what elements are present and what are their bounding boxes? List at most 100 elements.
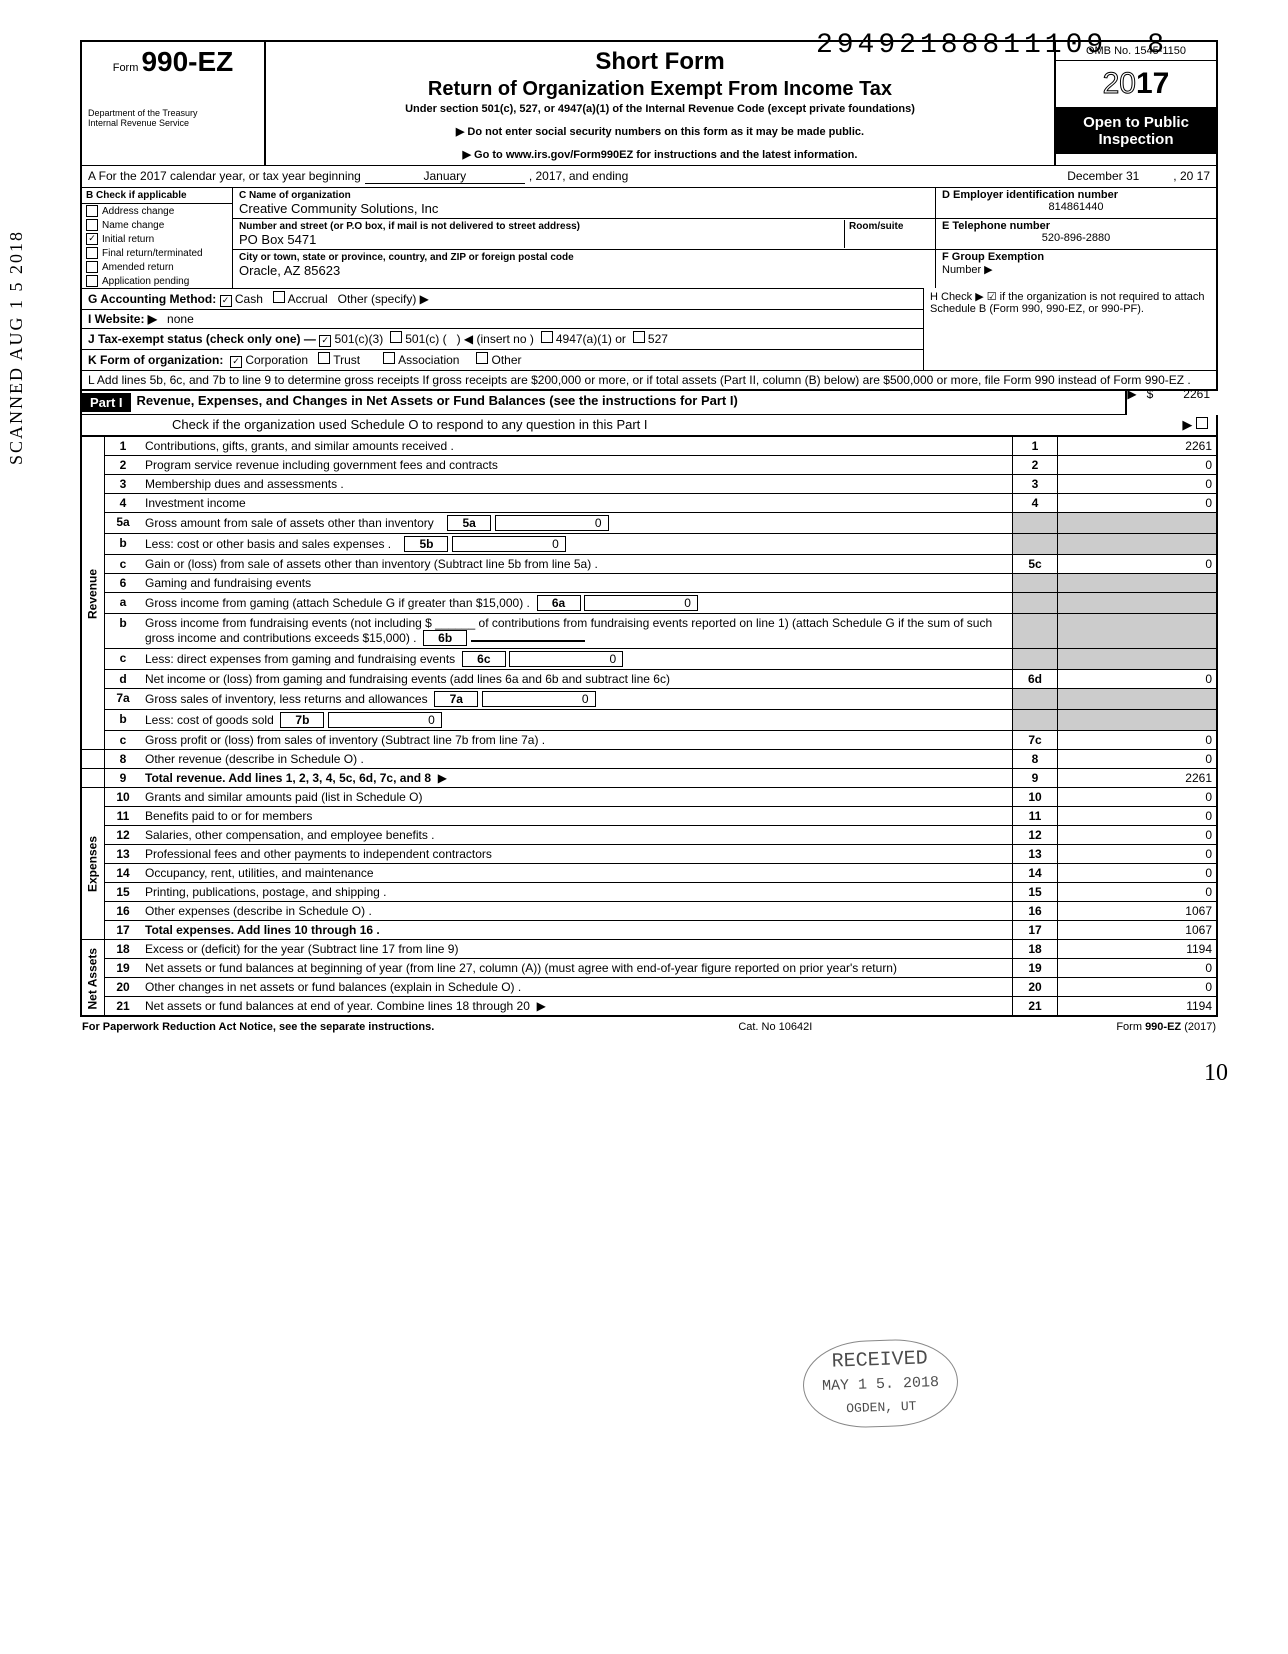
i-lbl: I Website: ▶: [88, 312, 157, 326]
ln13-val: 0: [1058, 845, 1218, 864]
ln16-val: 1067: [1058, 902, 1218, 921]
ln2-no: 2: [105, 456, 142, 475]
part1-label: Part I: [82, 393, 131, 412]
ln6b-gray1: [1013, 614, 1058, 649]
ln21-no: 21: [105, 997, 142, 1017]
ln1-val: 2261: [1058, 437, 1218, 456]
dln-main: 29492188811109: [816, 30, 1107, 61]
ln6a-no: a: [105, 593, 142, 614]
chk-trust[interactable]: [318, 352, 330, 364]
row-a-end-month: December 31: [1033, 169, 1173, 184]
ln7c-val: 0: [1058, 731, 1218, 750]
chk-name-change[interactable]: Name change: [82, 218, 232, 232]
ln4-box: 4: [1013, 494, 1058, 513]
c-addr-val: PO Box 5471: [239, 232, 316, 247]
ln5a-ival: 0: [495, 515, 609, 531]
ln5a-gray2: [1058, 513, 1218, 534]
ln18-val: 1194: [1058, 940, 1218, 959]
chk-corp[interactable]: ✓: [230, 356, 242, 368]
ln17-no: 17: [105, 921, 142, 940]
ln1-desc: Contributions, gifts, grants, and simila…: [141, 437, 1013, 456]
k-assoc: Association: [398, 353, 459, 367]
ln4-no: 4: [105, 494, 142, 513]
ln6d-box: 6d: [1013, 670, 1058, 689]
ln6-gray1: [1013, 574, 1058, 593]
k-trust: Trust: [333, 353, 360, 367]
c-name-lbl: C Name of organization: [239, 190, 351, 201]
chk-501c[interactable]: [390, 331, 402, 343]
b-item-2: Initial return: [102, 234, 154, 245]
ln6b-gray2: [1058, 614, 1218, 649]
ln8-desc: Other revenue (describe in Schedule O) .: [141, 750, 1013, 769]
ln7a-ibox: 7a: [434, 691, 478, 707]
ln7a-gray2: [1058, 689, 1218, 710]
b-item-3: Final return/terminated: [102, 248, 203, 259]
chk-initial-return[interactable]: ✓Initial return: [82, 232, 232, 246]
ln21-desc: Net assets or fund balances at end of ye…: [141, 997, 1013, 1017]
ln5a-text: Gross amount from sale of assets other t…: [145, 516, 434, 530]
ln6a-ibox: 6a: [537, 595, 581, 611]
ln10-box: 10: [1013, 788, 1058, 807]
ln6-gray2: [1058, 574, 1218, 593]
ln5b-ival: 0: [452, 536, 566, 552]
chk-application-pending[interactable]: Application pending: [82, 274, 232, 288]
side-netassets: Net Assets: [81, 940, 105, 1017]
ln9-box: 9: [1013, 769, 1058, 788]
row-a-end-year: , 20 17: [1173, 169, 1210, 184]
chk-assoc[interactable]: [383, 352, 395, 364]
ln4-val: 0: [1058, 494, 1218, 513]
stamp-ogden: OGDEN, UT: [846, 1399, 917, 1416]
g-other: Other (specify) ▶: [338, 292, 429, 306]
ln10-no: 10: [105, 788, 142, 807]
ln12-no: 12: [105, 826, 142, 845]
ln7c-desc: Gross profit or (loss) from sales of inv…: [141, 731, 1013, 750]
ln6a-gray2: [1058, 593, 1218, 614]
ln15-no: 15: [105, 883, 142, 902]
footer: For Paperwork Reduction Act Notice, see …: [80, 1017, 1218, 1037]
ln6c-gray1: [1013, 649, 1058, 670]
j-insert: ) ◀ (insert no ): [457, 332, 534, 346]
j-4947: 4947(a)(1) or: [556, 332, 626, 346]
tax-year: 2017: [1056, 61, 1216, 108]
chk-schedule-o[interactable]: [1196, 417, 1208, 429]
page-corner: 10: [1204, 1060, 1228, 1087]
g-lbl: G Accounting Method:: [88, 292, 216, 306]
chk-accrual[interactable]: [273, 291, 285, 303]
chk-4947[interactable]: [541, 331, 553, 343]
chk-amended-return[interactable]: Amended return: [82, 260, 232, 274]
ln17-val: 1067: [1058, 921, 1218, 940]
ln6a-ival: 0: [584, 595, 698, 611]
ln5c-box: 5c: [1013, 555, 1058, 574]
ln20-no: 20: [105, 978, 142, 997]
chk-527[interactable]: [633, 331, 645, 343]
j-501c: 501(c) (: [405, 332, 446, 346]
ln6b-no: b: [105, 614, 142, 649]
ln6a-text: Gross income from gaming (attach Schedul…: [145, 596, 530, 610]
ln6c-ival: 0: [509, 651, 623, 667]
chk-final-return[interactable]: Final return/terminated: [82, 246, 232, 260]
stamp-date: MAY 1 5. 2018: [822, 1374, 940, 1395]
chk-501c3[interactable]: ✓: [319, 335, 331, 347]
ln19-box: 19: [1013, 959, 1058, 978]
ln9-no: 9: [105, 769, 142, 788]
chk-cash[interactable]: ✓: [220, 295, 232, 307]
ln14-no: 14: [105, 864, 142, 883]
ln18-box: 18: [1013, 940, 1058, 959]
chk-other[interactable]: [476, 352, 488, 364]
ln15-val: 0: [1058, 883, 1218, 902]
ln7c-no: c: [105, 731, 142, 750]
stamp-received: RECEIVED: [831, 1347, 928, 1373]
ln5b-gray2: [1058, 534, 1218, 555]
g-cash: Cash: [235, 292, 263, 306]
part1-title: Revenue, Expenses, and Changes in Net As…: [131, 393, 738, 408]
ln15-desc: Printing, publications, postage, and shi…: [141, 883, 1013, 902]
ln7a-gray1: [1013, 689, 1058, 710]
ln5b-no: b: [105, 534, 142, 555]
c-name-val: Creative Community Solutions, Inc: [239, 201, 438, 216]
ln13-no: 13: [105, 845, 142, 864]
b-item-5: Application pending: [102, 276, 189, 287]
open-public: Open to Public Inspection: [1056, 108, 1216, 154]
part1-check-text: Check if the organization used Schedule …: [172, 417, 648, 432]
row-a-mid2: , 2017, and ending: [529, 169, 628, 184]
chk-address-change[interactable]: Address change: [82, 204, 232, 218]
